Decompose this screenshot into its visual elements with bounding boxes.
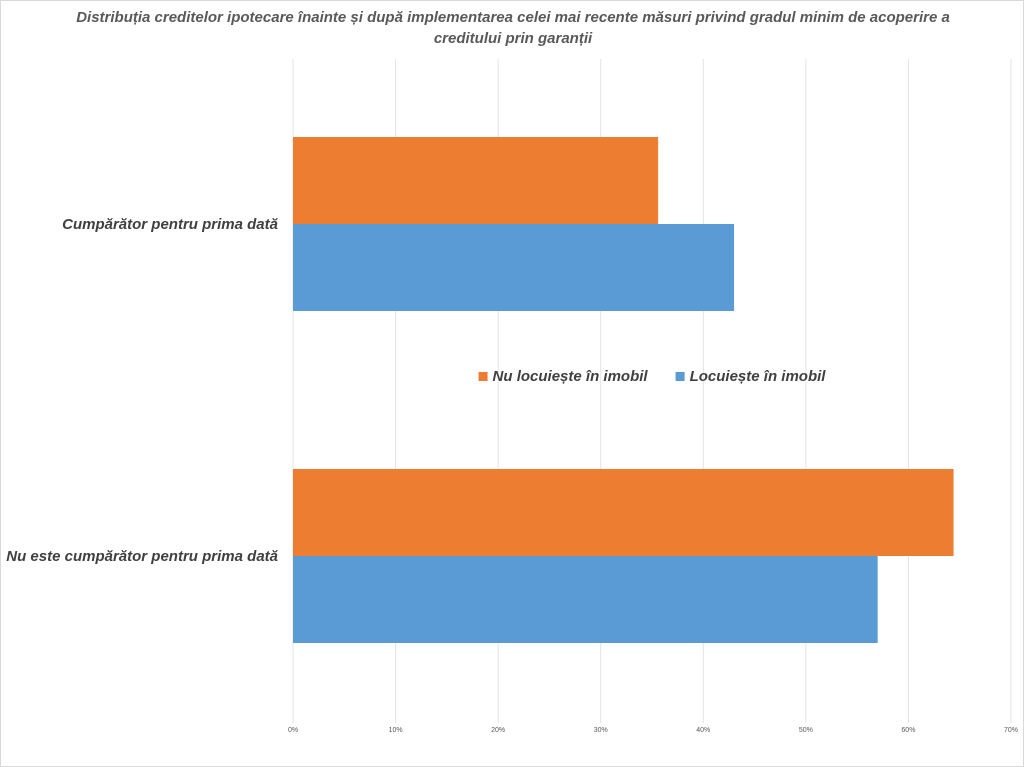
x-tick-label: 10%	[389, 727, 403, 734]
chart-title: Distribuția creditelor ipotecare înainte…	[76, 9, 950, 47]
x-tick-label: 40%	[696, 727, 710, 734]
x-tick-label: 70%	[1004, 727, 1018, 734]
x-tick-label: 0%	[288, 727, 298, 734]
x-tick-label: 30%	[594, 727, 608, 734]
category-label: Cumpărător pentru prima dată	[62, 216, 279, 233]
x-tick-label: 20%	[491, 727, 505, 734]
legend-label: Locuiește în imobil	[690, 368, 827, 385]
legend-swatch	[478, 372, 488, 381]
legend-swatch	[675, 372, 685, 381]
legend-item: Locuiește în imobil	[675, 368, 827, 385]
x-tick-label: 50%	[799, 727, 813, 734]
bar-nu-locuieste-1	[293, 137, 659, 224]
category-label: Nu este cumpărător pentru prima dată	[6, 548, 278, 565]
x-tick-label: 60%	[901, 727, 915, 734]
legend-label: Nu locuiește în imobil	[493, 368, 649, 385]
bar-nu-locuieste-2	[293, 469, 954, 556]
legend-item: Nu locuiește în imobil	[478, 368, 649, 385]
bar-locuieste-2	[293, 556, 878, 643]
bar-locuieste-1	[293, 224, 735, 311]
